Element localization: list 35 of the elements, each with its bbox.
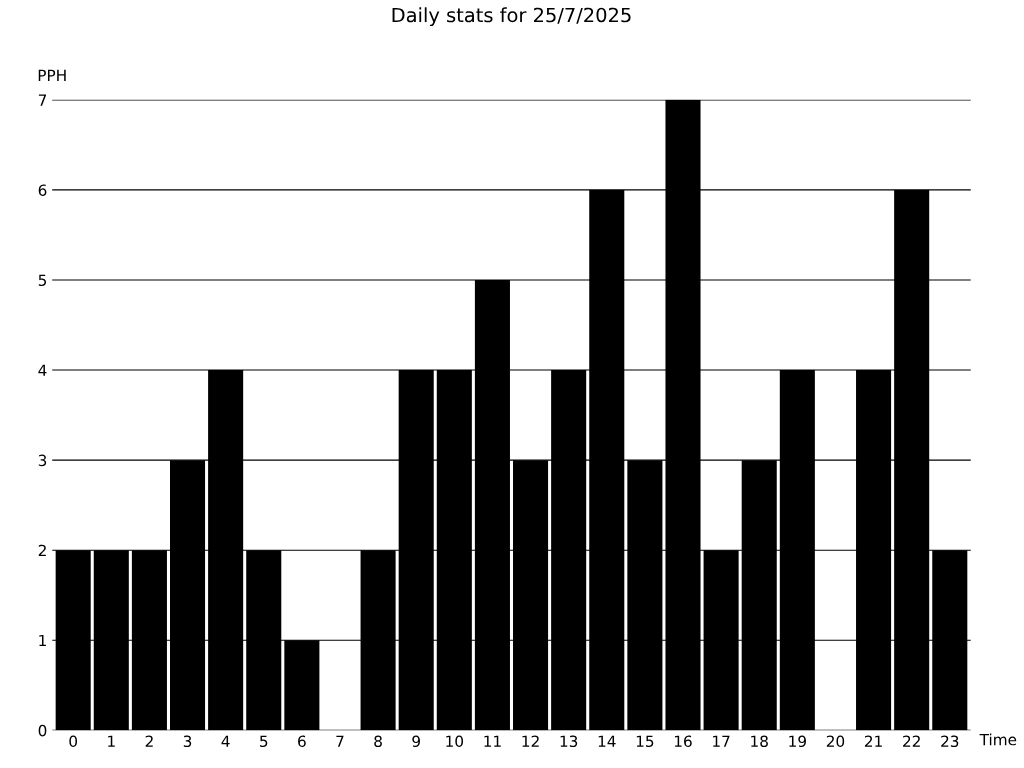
x-axis-title: Time xyxy=(979,733,1017,746)
x-tick-label: 15 xyxy=(636,735,654,748)
x-tick-label: 3 xyxy=(183,735,192,748)
y-axis-title: PPH xyxy=(38,69,66,81)
x-tick-label: 2 xyxy=(145,735,153,747)
y-tick-label: 7 xyxy=(38,94,47,106)
y-tick-label: 0 xyxy=(38,724,47,737)
x-tick-label: 10 xyxy=(446,735,464,748)
x-tick-label: 9 xyxy=(412,735,420,748)
x-tick-label: 7 xyxy=(336,735,344,747)
x-tick-label: 4 xyxy=(221,735,230,747)
x-tick-label: 11 xyxy=(484,735,501,747)
y-tick-label: 2 xyxy=(38,544,46,557)
y-tick-label: 1 xyxy=(39,634,46,647)
x-tick-label: 21 xyxy=(864,735,882,747)
x-tick-label: 6 xyxy=(298,735,306,748)
y-tick-label: 6 xyxy=(38,184,47,196)
y-tick-label: 3 xyxy=(38,454,47,467)
x-tick-label: 23 xyxy=(941,735,959,748)
chart-title: Daily stats for 25/7/2025 xyxy=(392,7,631,27)
x-tick-label: 22 xyxy=(903,735,920,747)
y-tick-label: 4 xyxy=(38,364,47,376)
x-tick-label: 14 xyxy=(598,735,616,747)
x-tick-label: 16 xyxy=(674,735,692,748)
x-tick-label: 1 xyxy=(108,735,115,747)
x-tick-label: 12 xyxy=(522,735,539,747)
x-tick-label: 0 xyxy=(69,735,78,748)
x-tick-label: 20 xyxy=(826,735,845,748)
x-tick-label: 8 xyxy=(374,735,382,748)
x-tick-label: 17 xyxy=(713,735,730,747)
x-tick-label: 19 xyxy=(789,735,806,748)
x-tick-label: 13 xyxy=(560,735,578,748)
y-tick-label: 5 xyxy=(38,274,47,287)
x-tick-label: 5 xyxy=(260,735,268,748)
x-tick-label: 18 xyxy=(751,735,768,748)
